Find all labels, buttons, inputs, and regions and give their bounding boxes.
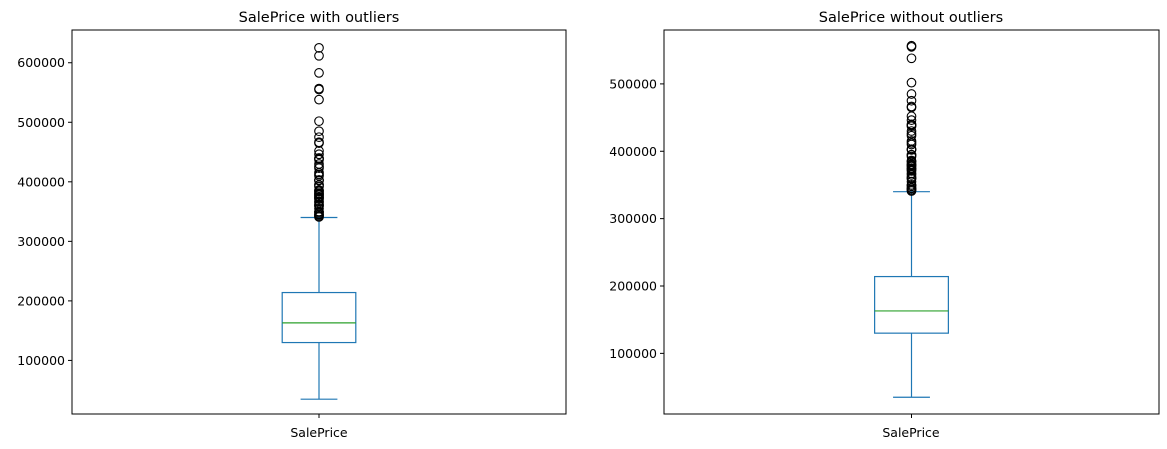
outlier-point bbox=[314, 203, 324, 214]
y-tick-label: 500000 bbox=[609, 76, 657, 91]
chart-panel-with-outliers: SalePrice with outliers 100000 200000 3000… bbox=[17, 10, 567, 440]
y-tick-label: 400000 bbox=[17, 174, 65, 189]
outlier-point bbox=[314, 94, 324, 105]
outlier-point bbox=[906, 126, 917, 136]
outlier-point bbox=[906, 115, 917, 125]
plot-area: 100000 200000 300000 400000 500000 600000 bbox=[17, 29, 567, 418]
outlier-point bbox=[906, 95, 917, 106]
y-tick-label: 300000 bbox=[17, 234, 65, 249]
outlier-point bbox=[314, 116, 324, 127]
y-tick-label: 200000 bbox=[17, 293, 65, 308]
outlier-point bbox=[314, 137, 324, 148]
outlier-point bbox=[906, 77, 917, 88]
outlier-point bbox=[314, 185, 324, 195]
y-tick-label: 400000 bbox=[609, 144, 657, 159]
outlier-point bbox=[906, 89, 917, 99]
outlier-point bbox=[906, 101, 917, 112]
chart-panel-without-outliers: SalePrice without outliers 100000 200000 3… bbox=[609, 10, 1160, 440]
outlier-point bbox=[906, 136, 917, 146]
x-tick-label: SalePrice bbox=[290, 425, 348, 440]
y-tick-label: 100000 bbox=[17, 353, 65, 368]
outlier-point bbox=[906, 180, 917, 190]
y-tick-label: 200000 bbox=[609, 279, 657, 294]
y-tick-label: 500000 bbox=[17, 115, 65, 130]
outlier-point bbox=[314, 149, 324, 160]
outlier-point bbox=[314, 175, 324, 185]
outlier-point bbox=[906, 53, 917, 64]
outlier-point bbox=[314, 126, 324, 137]
box bbox=[874, 275, 949, 334]
chart-title: SalePrice without outliers bbox=[819, 10, 1003, 26]
y-tick-label: 600000 bbox=[17, 55, 65, 70]
box bbox=[281, 291, 357, 344]
outlier-point bbox=[314, 153, 324, 163]
y-tick-label: 300000 bbox=[609, 211, 657, 226]
y-tick-label: 100000 bbox=[609, 346, 657, 361]
outlier-point bbox=[906, 155, 917, 166]
plot-area: 100000 200000 300000 400000 500000 bbox=[609, 29, 1160, 418]
chart-title: SalePrice with outliers bbox=[239, 10, 400, 26]
outlier-point bbox=[314, 43, 324, 53]
outlier-point bbox=[906, 149, 917, 160]
outlier-point bbox=[314, 159, 324, 169]
outlier-point bbox=[314, 83, 324, 94]
outlier-point bbox=[314, 132, 324, 143]
outlier-point bbox=[314, 68, 324, 78]
x-tick-label: SalePrice bbox=[882, 425, 940, 440]
outlier-point bbox=[314, 50, 324, 61]
outlier-point bbox=[906, 40, 917, 51]
